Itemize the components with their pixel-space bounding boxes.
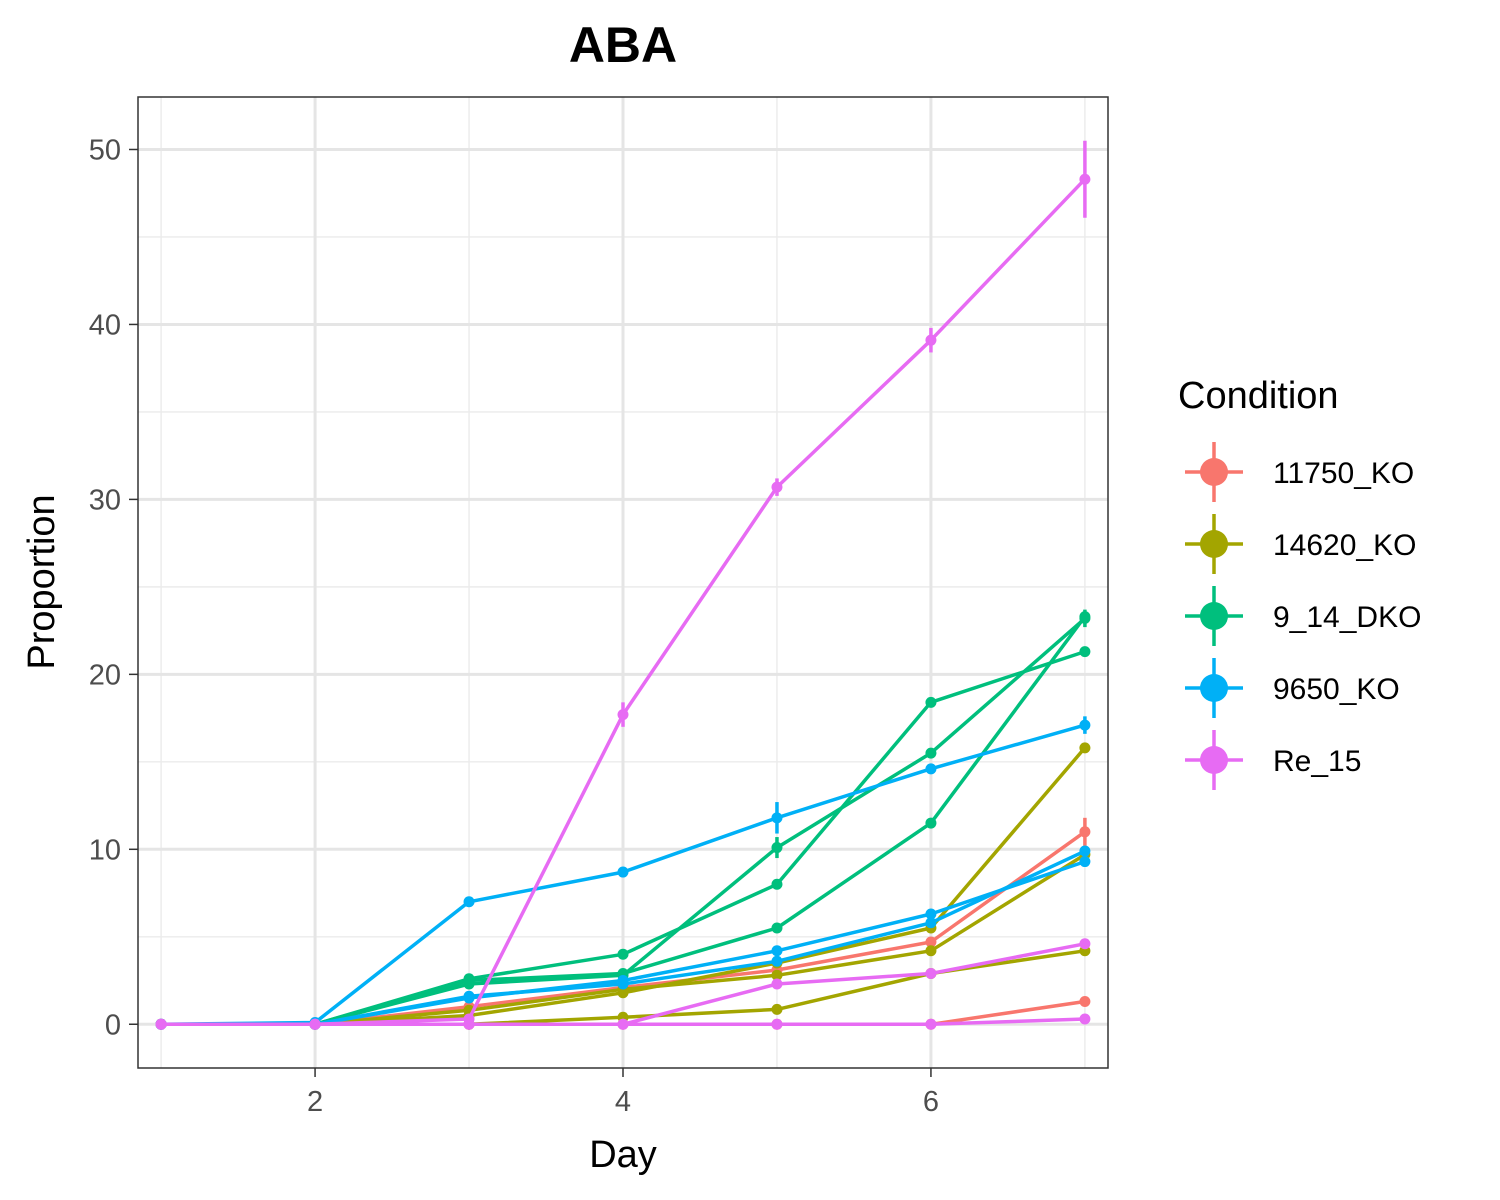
data-point [1079, 646, 1091, 658]
legend: Condition 11750_KO 14620_KO 9_14_DKO 9650_K… [1178, 375, 1421, 790]
legend-key-14620_KO [1185, 514, 1243, 574]
data-point [925, 817, 937, 829]
legend-key-11750_KO [1185, 442, 1243, 502]
legend-key-9_14_DKO [1185, 586, 1243, 646]
data-point [155, 1018, 167, 1030]
y-axis-title: Proportion [21, 494, 63, 669]
data-point [463, 975, 475, 987]
x-axis-title: Day [589, 1134, 657, 1176]
data-point [1079, 173, 1091, 185]
data-point [309, 1018, 321, 1030]
data-point [925, 936, 937, 948]
data-point [925, 1018, 937, 1030]
data-point [925, 747, 937, 759]
data-point [771, 1018, 783, 1030]
data-point [771, 842, 783, 854]
data-point [1079, 1013, 1091, 1025]
x-tick-label: 6 [923, 1086, 939, 1118]
data-point [771, 969, 783, 981]
data-point [771, 812, 783, 824]
y-tick-label: 20 [89, 659, 121, 691]
legend-title: Condition [1178, 375, 1339, 417]
data-point [925, 696, 937, 708]
series-Re_15-13 [155, 1013, 1091, 1030]
legend-key-9650_KO [1185, 658, 1243, 718]
data-point [771, 481, 783, 493]
y-tick-label: 50 [89, 134, 121, 166]
data-point [771, 1003, 783, 1015]
data-point [1079, 611, 1091, 623]
data-point [1079, 938, 1091, 950]
legend-key-point [1200, 674, 1228, 702]
x-tick-label: 4 [615, 1086, 631, 1118]
data-point [925, 908, 937, 920]
legend-key-point [1200, 530, 1228, 558]
data-point [771, 922, 783, 934]
data-point [463, 990, 475, 1002]
legend-label: 14620_KO [1273, 529, 1416, 562]
series-layer [155, 140, 1091, 1030]
y-axis: 0 10 20 30 40 50 [89, 134, 138, 1041]
data-point [1079, 742, 1091, 754]
data-point [771, 878, 783, 890]
data-point [617, 948, 629, 960]
data-point [617, 866, 629, 878]
legend-label: 9650_KO [1273, 673, 1400, 706]
legend-key-point [1200, 602, 1228, 630]
data-point [771, 978, 783, 990]
grid-major [138, 97, 1108, 1068]
data-point [771, 945, 783, 957]
data-point [617, 709, 629, 721]
data-point [617, 978, 629, 990]
y-tick-label: 40 [89, 309, 121, 341]
data-point [771, 955, 783, 967]
data-point [463, 896, 475, 908]
y-tick-label: 10 [89, 834, 121, 866]
data-point [617, 1018, 629, 1030]
legend-label: 11750_KO [1273, 457, 1414, 490]
data-point [925, 763, 937, 775]
legend-key-Re_15 [1185, 730, 1243, 790]
data-point [925, 917, 937, 929]
x-tick-label: 2 [307, 1086, 323, 1118]
legend-label: 9_14_DKO [1273, 601, 1421, 634]
data-point [925, 334, 937, 346]
data-point [925, 968, 937, 980]
data-point [463, 1018, 475, 1030]
legend-label: Re_15 [1273, 745, 1361, 778]
data-point [1079, 996, 1091, 1008]
data-point [1079, 719, 1091, 731]
y-tick-label: 0 [105, 1009, 121, 1041]
x-axis: 2 4 6 [307, 1068, 939, 1118]
chart-title: ABA [569, 17, 677, 73]
y-tick-label: 30 [89, 484, 121, 516]
data-point [925, 945, 937, 957]
legend-key-point [1200, 458, 1228, 486]
data-point [1079, 845, 1091, 857]
data-point [1079, 856, 1091, 868]
data-point [1079, 826, 1091, 838]
legend-key-point [1200, 746, 1228, 774]
